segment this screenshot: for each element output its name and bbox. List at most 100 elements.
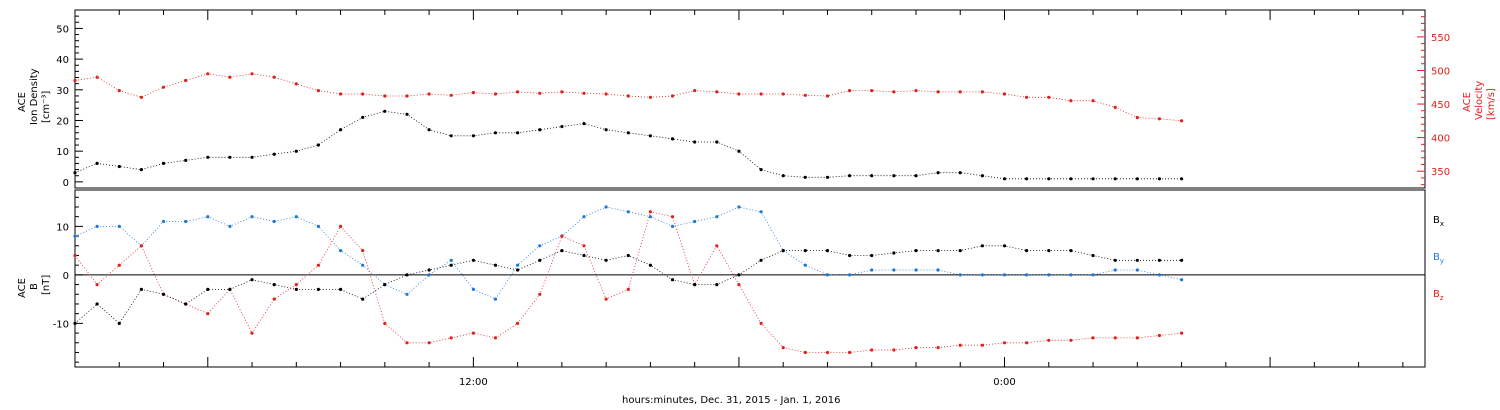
data-point	[383, 283, 387, 287]
data-point	[383, 94, 387, 98]
data-point	[604, 258, 608, 262]
data-point	[803, 263, 807, 267]
data-point	[626, 210, 630, 214]
legend-bx: Bx	[1433, 215, 1445, 228]
data-point	[914, 346, 918, 350]
data-point	[914, 268, 918, 272]
data-point	[1069, 249, 1073, 253]
data-point	[781, 174, 785, 178]
data-point	[272, 219, 276, 224]
data-point	[1069, 338, 1073, 342]
data-point	[560, 249, 564, 253]
data-point	[516, 90, 520, 94]
data-point	[980, 90, 985, 94]
data-point	[1091, 336, 1095, 340]
panel2-label-1: ACE	[17, 278, 28, 298]
y2-tick-label: 10	[56, 222, 69, 233]
data-point	[693, 140, 697, 144]
data-point	[1157, 258, 1161, 262]
data-point	[1025, 341, 1029, 345]
data-point	[936, 90, 940, 94]
panel1-right-label-3: [km/s]	[1486, 88, 1497, 120]
data-point	[693, 219, 697, 224]
y1-tick-label: 40	[56, 55, 69, 66]
data-point	[892, 174, 896, 178]
series-trace	[74, 206, 1182, 300]
data-point	[737, 205, 741, 209]
data-point	[471, 331, 475, 335]
data-point	[339, 92, 343, 96]
data-point	[184, 219, 188, 224]
data-point	[405, 94, 409, 98]
data-point	[184, 78, 188, 83]
data-point	[339, 287, 343, 291]
data-point	[95, 75, 99, 79]
data-point	[250, 331, 254, 335]
data-point	[538, 258, 542, 262]
series-trace	[74, 73, 1182, 122]
data-point	[892, 90, 896, 94]
data-point	[848, 253, 852, 258]
data-point	[516, 268, 520, 272]
data-point	[936, 249, 940, 253]
data-point	[936, 268, 940, 272]
data-point	[516, 263, 520, 267]
data-point	[1002, 92, 1007, 96]
data-point	[161, 161, 166, 165]
data-point	[1002, 177, 1007, 181]
data-point	[560, 234, 564, 238]
data-point	[316, 287, 320, 291]
data-point	[759, 168, 763, 172]
data-point	[958, 171, 962, 175]
data-point	[648, 263, 653, 267]
data-point	[1157, 117, 1161, 121]
data-point	[803, 350, 807, 355]
data-point	[516, 321, 520, 325]
series-trace	[74, 211, 1182, 353]
data-point	[560, 90, 564, 94]
data-point	[670, 137, 675, 141]
data-point	[825, 94, 830, 98]
data-point	[715, 215, 719, 219]
data-point	[737, 92, 741, 96]
data-point	[914, 249, 918, 253]
data-point	[848, 350, 852, 355]
data-point	[449, 134, 453, 138]
series-trace	[74, 245, 1182, 325]
data-point	[870, 348, 874, 352]
data-point	[361, 297, 365, 301]
data-point	[1091, 273, 1095, 277]
data-point	[825, 249, 830, 253]
data-point	[538, 128, 542, 132]
panel1-left-label-3: [cm⁻³]	[41, 90, 52, 123]
panel1-frame	[74, 9, 1426, 189]
data-point	[1180, 278, 1184, 282]
y1r-tick-label: 400	[1431, 134, 1450, 145]
data-point	[1069, 177, 1073, 181]
data-point	[825, 273, 830, 277]
data-point	[1091, 99, 1095, 103]
data-point	[427, 268, 431, 272]
data-point	[803, 249, 807, 253]
data-point	[715, 90, 719, 94]
data-point	[803, 175, 807, 179]
data-point	[1135, 336, 1139, 340]
panel2-label-3: [nT]	[41, 274, 52, 295]
y1-tick-label: 30	[56, 86, 69, 97]
x-axis-label: hours:minutes, Dec. 31, 2015 - Jan. 1, 2…	[622, 395, 841, 406]
data-point	[626, 94, 630, 98]
panel1-right-label-1: ACE	[1462, 92, 1473, 112]
data-point	[471, 258, 475, 262]
data-point	[958, 249, 962, 253]
data-point	[848, 174, 852, 178]
data-point	[228, 287, 232, 291]
data-point	[1025, 177, 1029, 181]
data-point	[582, 244, 586, 248]
data-point	[958, 273, 962, 277]
data-point	[272, 75, 276, 79]
data-point	[670, 215, 675, 219]
data-point	[980, 343, 985, 347]
data-point	[361, 92, 365, 96]
data-point	[228, 75, 232, 79]
panel1-right-label-2: Velocity	[1474, 80, 1485, 120]
